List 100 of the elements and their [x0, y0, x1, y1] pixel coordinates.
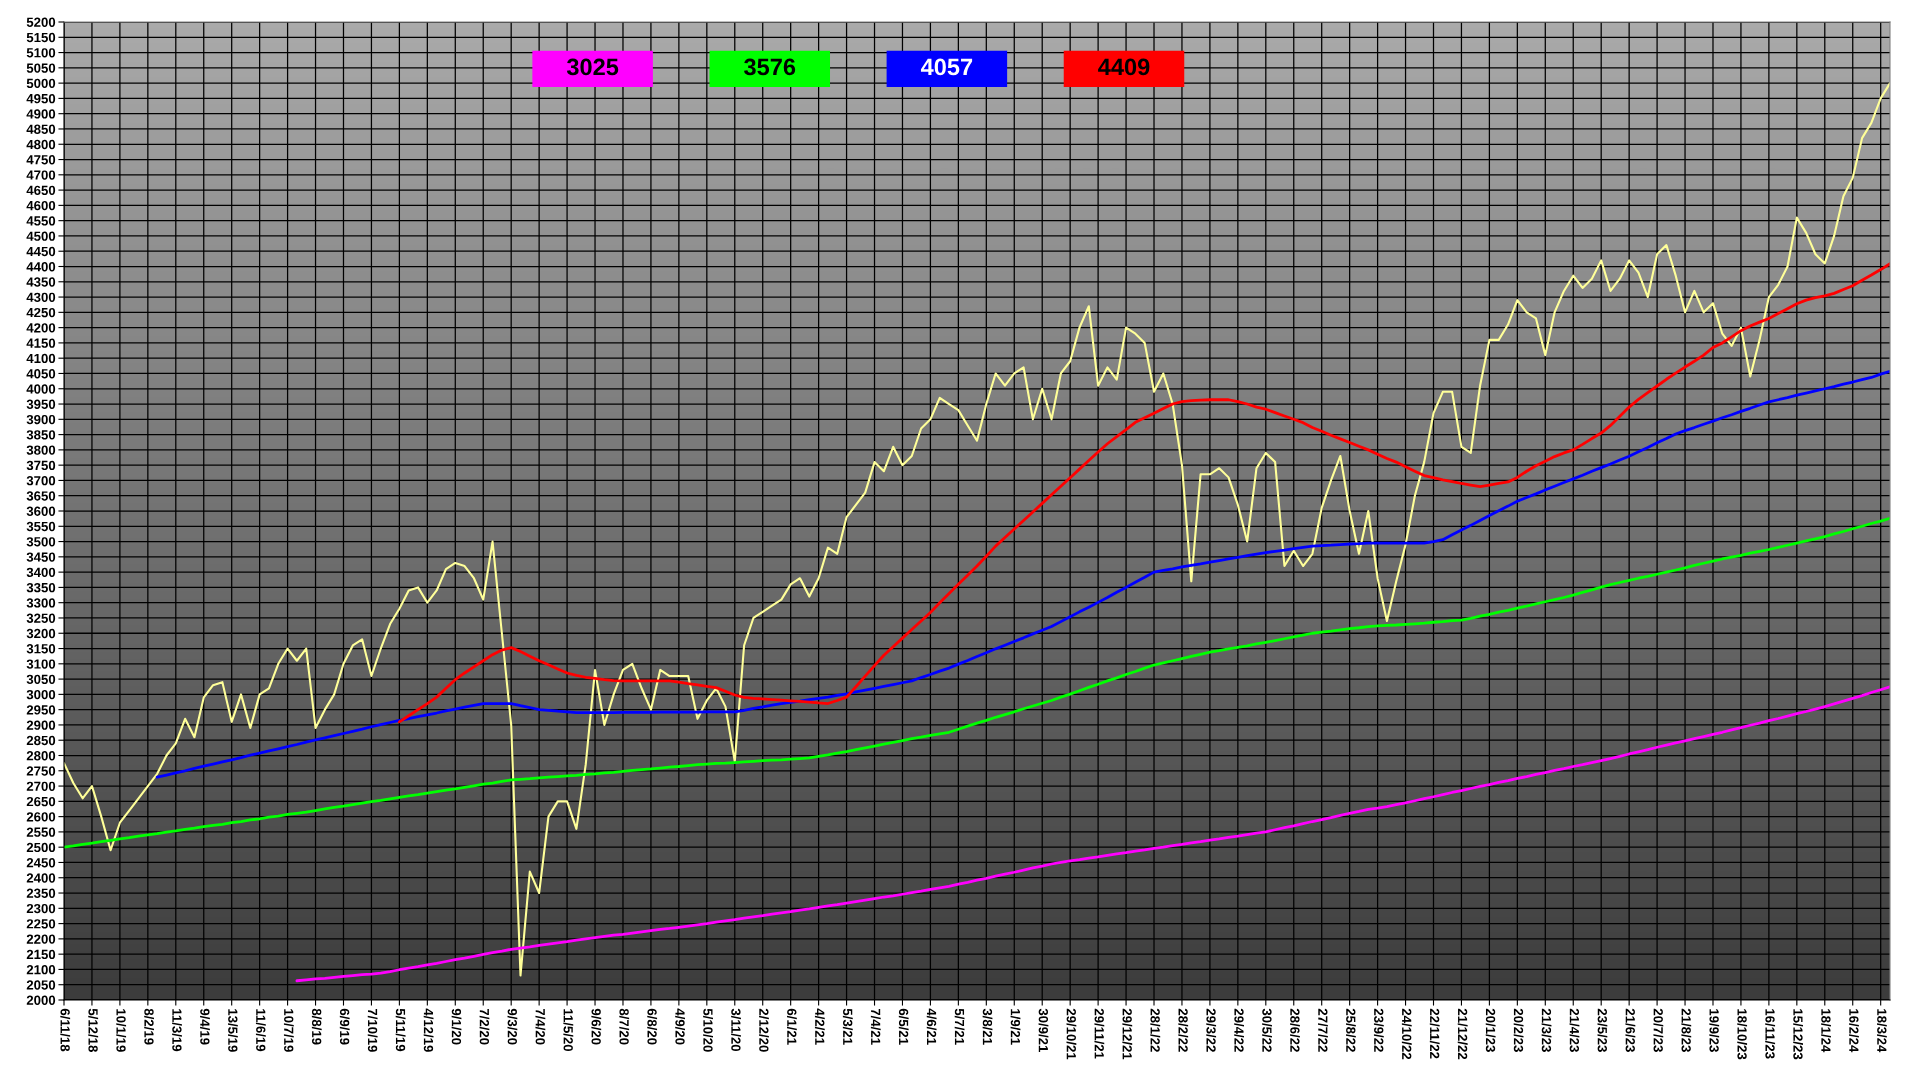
y-tick-label: 4200: [26, 323, 56, 333]
x-tick-label: 28/6/22: [1290, 1008, 1300, 1052]
x-tick-label: 29/11/21: [1094, 1008, 1105, 1059]
x-tick-label: 13/5/19: [228, 1009, 238, 1052]
y-tick-label: 4500: [26, 231, 56, 241]
x-tick-label: 21/12/22: [1457, 1008, 1468, 1060]
y-tick-label: 3200: [26, 628, 56, 639]
x-tick-label: 15/12/23: [1793, 1009, 1803, 1060]
x-tick-label: 9/6/20: [591, 1008, 602, 1045]
y-tick-label: 4950: [26, 93, 56, 104]
y-tick-label: 2350: [26, 888, 56, 898]
y-tick-label: 3750: [26, 460, 56, 471]
x-tick-label: 21/6/23: [1625, 1008, 1636, 1052]
y-tick-label: 3800: [26, 445, 56, 455]
x-tick-label: 5/12/18: [88, 1008, 99, 1052]
y-tick-label: 3250: [26, 613, 56, 623]
y-tick-label: 2100: [26, 965, 56, 975]
y-tick-label: 2050: [26, 980, 56, 990]
x-tick-label: 24/10/22: [1401, 1008, 1412, 1060]
y-tick-label: 3500: [26, 537, 56, 547]
x-tick-label: 23/5/23: [1597, 1008, 1608, 1052]
x-tick-label: 16/2/24: [1849, 1009, 1859, 1053]
x-tick-label: 7/4/20: [535, 1008, 546, 1045]
y-tick-label: 4100: [26, 353, 56, 364]
x-tick-label: 29/3/22: [1206, 1008, 1217, 1052]
x-tick-label: 9/1/20: [451, 1008, 462, 1045]
x-tick-label: 4/2/21: [814, 1008, 825, 1045]
y-tick-label: 3100: [26, 659, 56, 669]
text: 3576: [744, 58, 796, 76]
y-tick-label: 4650: [26, 185, 56, 195]
x-tick-label: 18/10/23: [1737, 1009, 1748, 1060]
y-tick-label: 3300: [26, 598, 56, 608]
x-tick-label: 9/4/19: [200, 1008, 210, 1045]
x-tick-label: 5/11/19: [395, 1008, 406, 1052]
x-tick-label: 28/1/22: [1150, 1008, 1161, 1052]
y-tick-label: 2300: [26, 903, 56, 914]
x-tick-label: 29/4/22: [1234, 1008, 1245, 1052]
x-tick-label: 20/2/23: [1513, 1008, 1524, 1052]
y-tick-label: 4550: [26, 216, 56, 226]
line-series: [295, 685, 1890, 983]
x-tick-label: 18/3/24: [1877, 1009, 1887, 1053]
x-tick-label: 21/8/23: [1681, 1008, 1692, 1052]
y-tick-label: 3700: [26, 476, 56, 486]
y-tick-label: 4600: [26, 200, 56, 211]
y-tick-label: 2250: [26, 919, 56, 929]
x-tick-label: 8/8/19: [311, 1008, 322, 1045]
x-tick-label: 22/11/22: [1429, 1008, 1440, 1059]
x-tick-label: 18/1/24: [1821, 1009, 1831, 1053]
y-tick-label: 4900: [26, 109, 56, 119]
y-tick-label: 4300: [26, 292, 56, 302]
x-tick-label: 11/6/19: [255, 1009, 266, 1052]
text: 4409: [1098, 58, 1150, 76]
x-tick-label: 21/4/23: [1569, 1008, 1580, 1052]
line-series: [155, 369, 1890, 779]
x-tick-label: 6/11/18: [60, 1008, 71, 1052]
y-tick-label: 2200: [26, 934, 56, 944]
x-tick-label: 4/12/19: [423, 1008, 434, 1052]
x-tick-label: 20/7/23: [1653, 1008, 1664, 1052]
x-tick-label: 7/2/20: [479, 1008, 490, 1045]
y-tick-label: 2600: [26, 812, 56, 822]
y-tick-label: 3350: [26, 582, 56, 593]
x-tick-label: 6/5/21: [898, 1008, 909, 1045]
y-tick-label: 4250: [26, 307, 56, 318]
x-tick-label: 27/7/22: [1318, 1008, 1328, 1052]
x-tick-label: 30/5/22: [1262, 1008, 1272, 1052]
y-tick-label: 3400: [26, 567, 56, 578]
y-tick-label: 3950: [26, 399, 56, 409]
y-tick-label: 3000: [26, 689, 56, 700]
x-tick-label: 4/6/21: [926, 1008, 937, 1045]
y-tick-label: 2800: [26, 751, 56, 761]
x-tick-label: 8/2/19: [144, 1008, 154, 1045]
x-tick-label: 16/11/23: [1765, 1009, 1776, 1059]
y-tick-label: 5150: [26, 32, 56, 43]
y-tick-label: 5050: [26, 63, 56, 73]
x-tick-label: 4/9/20: [675, 1008, 686, 1045]
y-tick-label: 2650: [26, 796, 56, 807]
x-tick-label: 28/2/22: [1178, 1008, 1189, 1052]
y-tick-label: 2700: [26, 781, 56, 791]
line-series: [398, 262, 1890, 724]
x-tick-label: 2/12/20: [759, 1008, 769, 1052]
y-tick-label: 3600: [26, 506, 56, 516]
x-tick-label: 6/9/19: [339, 1008, 350, 1045]
y-tick-label: 2400: [26, 873, 56, 883]
x-tick-label: 29/12/21: [1122, 1008, 1133, 1060]
y-tick-label: 3550: [26, 521, 56, 532]
x-tick-label: 6/8/20: [647, 1008, 658, 1045]
x-tick-label: 8/7/20: [619, 1008, 630, 1045]
y-tick-label: 4450: [26, 246, 56, 257]
y-tick-label: 4400: [26, 262, 56, 272]
x-tick-label: 29/10/21: [1066, 1008, 1077, 1060]
y-tick-label: 5100: [26, 48, 56, 58]
text: 3025: [566, 58, 619, 76]
y-tick-label: 2550: [26, 827, 56, 837]
y-tick-label: 2950: [26, 705, 56, 715]
y-tick-label: 2150: [26, 949, 56, 960]
y-tick-label: 4350: [26, 277, 56, 287]
y-tick-label: 3650: [26, 491, 56, 501]
x-tick-label: 1/9/21: [1010, 1009, 1021, 1045]
x-tick-label: 11/5/20: [563, 1009, 574, 1052]
x-tick-label: 5/10/20: [703, 1008, 713, 1052]
